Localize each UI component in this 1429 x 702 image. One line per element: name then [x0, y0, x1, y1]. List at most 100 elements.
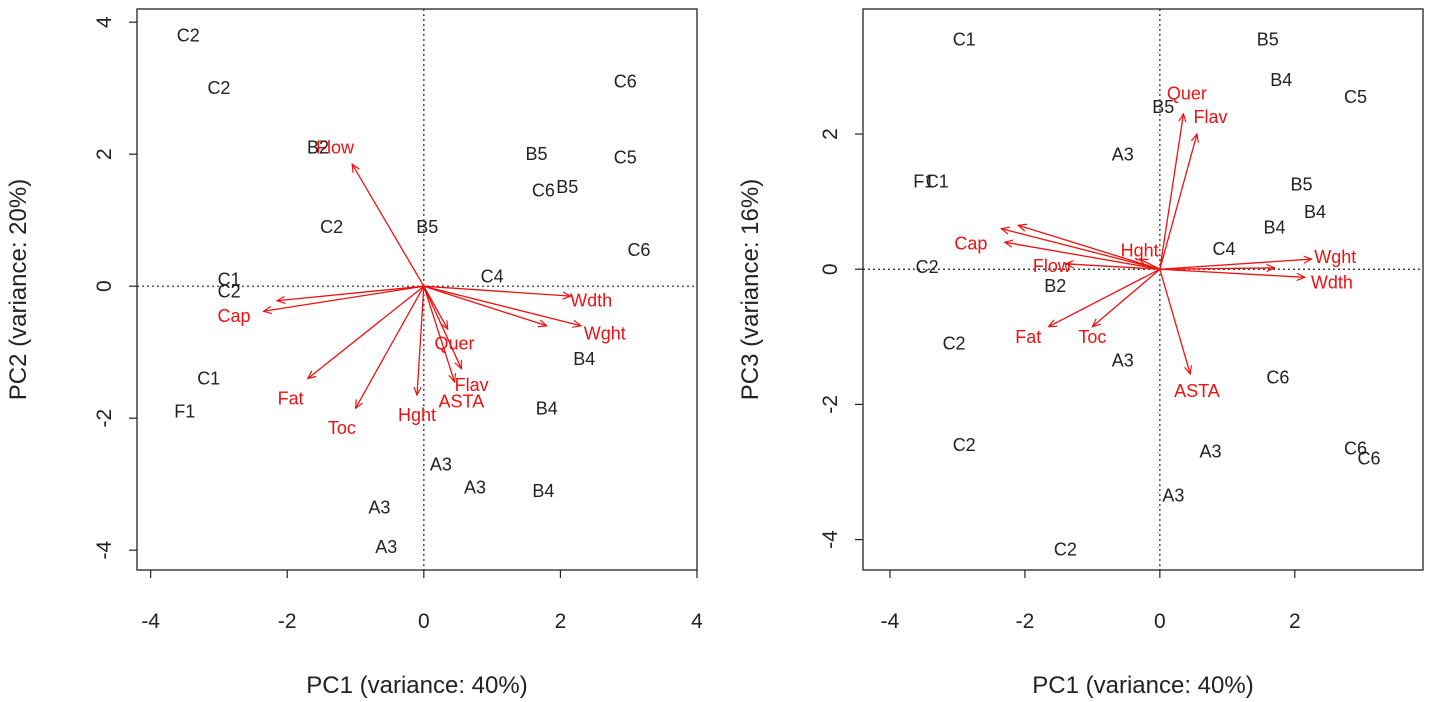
loading-arrow — [1159, 114, 1184, 270]
observation-label: C2 — [943, 334, 966, 354]
loading-label: Hght — [1121, 240, 1159, 260]
observation-label: B4 — [1304, 202, 1326, 222]
observation-label: C6 — [1266, 367, 1289, 387]
loading-arrow — [308, 285, 425, 378]
loading-arrow — [263, 285, 424, 311]
observation-label: C5 — [1344, 87, 1367, 107]
x-tick-label: 4 — [691, 610, 703, 633]
observation-label: B5 — [556, 177, 578, 197]
y-axis-title: PC2 (variance: 20%) — [5, 179, 32, 400]
observation-label: C2 — [1054, 540, 1077, 560]
loading-arrow — [1159, 268, 1275, 269]
y-tick-label: 0 — [93, 280, 116, 292]
loading-label: Toc — [328, 418, 356, 438]
observation-label: B5 — [416, 217, 438, 237]
loading-label: Fat — [1015, 327, 1041, 347]
y-tick-label: 4 — [93, 16, 116, 28]
loading-arrow — [423, 285, 448, 329]
x-tick-label: -4 — [881, 610, 900, 633]
loading-label: ASTA — [1174, 381, 1220, 401]
loading-arrow — [277, 285, 424, 301]
loading-arrow — [1049, 268, 1161, 326]
observation-label: A3 — [430, 454, 452, 474]
x-tick-label: 2 — [1289, 610, 1301, 633]
loading-arrow — [1159, 259, 1312, 270]
loading-label: Cap — [954, 234, 987, 254]
x-tick-label: -2 — [1016, 610, 1035, 633]
observation-label: B4 — [573, 349, 595, 369]
observation-label: B2 — [307, 138, 329, 158]
observation-label: B5 — [525, 144, 547, 164]
loading-label: Flow — [316, 138, 355, 158]
observation-label: C6 — [627, 240, 650, 260]
loading-label: Flav — [455, 375, 489, 395]
loading-label: Quer — [1167, 83, 1207, 103]
loading-arrow — [1159, 268, 1305, 277]
loading-label: Flow — [1033, 256, 1072, 276]
observation-label: C2 — [953, 435, 976, 455]
observation-label: A3 — [1112, 350, 1134, 370]
observation-label: B4 — [532, 481, 554, 501]
loading-label: Wdth — [1311, 273, 1353, 293]
x-tick-label: 2 — [555, 610, 567, 633]
observation-label: B5 — [1291, 175, 1313, 195]
observation-label: C1 — [953, 29, 976, 49]
observation-label: B5 — [1152, 97, 1174, 117]
observation-label: C4 — [1212, 239, 1235, 259]
x-tick-label: 0 — [418, 610, 430, 633]
loading-arrow — [356, 285, 425, 408]
observation-label: B4 — [536, 398, 558, 418]
observation-label: A3 — [1112, 144, 1134, 164]
x-axis-title: PC1 (variance: 40%) — [306, 672, 527, 699]
observation-label: C2 — [218, 281, 241, 301]
plot-frame — [136, 8, 698, 571]
loading-arrow — [423, 286, 455, 382]
y-tick-label: -4 — [93, 541, 116, 560]
observation-label: C2 — [177, 25, 200, 45]
observation-label: C6 — [1344, 438, 1367, 458]
y-axis-title: PC3 (variance: 16%) — [737, 179, 764, 400]
loading-arrow — [1001, 229, 1161, 270]
observation-label: C6 — [614, 72, 637, 92]
y-tick-label: -2 — [93, 409, 116, 428]
loading-arrow — [423, 285, 581, 326]
loading-arrow — [1159, 269, 1190, 374]
observation-label: F1 — [913, 171, 934, 191]
observation-label: C6 — [532, 181, 555, 201]
loading-arrow — [1005, 242, 1160, 270]
observation-label: C4 — [481, 266, 504, 286]
loading-label: Hght — [398, 405, 436, 425]
observation-label: A3 — [1162, 486, 1184, 506]
y-tick-label: -4 — [819, 530, 842, 549]
observation-label: C1 — [926, 171, 949, 191]
loading-label: Toc — [1078, 327, 1106, 347]
x-axis-title: PC1 (variance: 40%) — [1032, 672, 1253, 699]
loading-label: Wght — [584, 324, 626, 344]
loading-arrow — [423, 285, 462, 369]
biplot-panel-pc1-pc3: -4 -2 0 2 -4 -2 0 2 PC1 (variance: 40%) PC3 (vari… — [737, 8, 1424, 699]
observation-label: A3 — [368, 497, 390, 517]
x-tick-label: -4 — [141, 610, 160, 633]
loading-arrow — [1065, 264, 1160, 270]
loading-label: Flav — [1193, 107, 1227, 127]
x-tick-label: -2 — [278, 610, 297, 633]
loading-arrow — [1092, 268, 1161, 326]
y-tick-label: 2 — [819, 128, 842, 140]
biplot-panel-pc1-pc2: -4 -2 0 2 4 -4 -2 0 2 4 PC1 (variance: 40%) PC2 (va… — [5, 8, 703, 699]
observation-label: C2 — [207, 78, 230, 98]
observation-label: C2 — [320, 217, 343, 237]
plot-frame — [862, 8, 1424, 571]
loading-label: Cap — [217, 306, 250, 326]
observation-label: C1 — [218, 270, 241, 290]
loading-arrow — [417, 286, 425, 395]
observation-label: B5 — [1257, 29, 1279, 49]
loading-label: Fat — [278, 388, 304, 408]
observation-label: B4 — [1270, 70, 1292, 90]
observation-label: A3 — [375, 537, 397, 557]
x-tick-label: 0 — [1154, 610, 1166, 633]
observation-label: C5 — [614, 148, 637, 168]
observation-label: B2 — [1044, 276, 1066, 296]
y-tick-label: 2 — [93, 148, 116, 160]
